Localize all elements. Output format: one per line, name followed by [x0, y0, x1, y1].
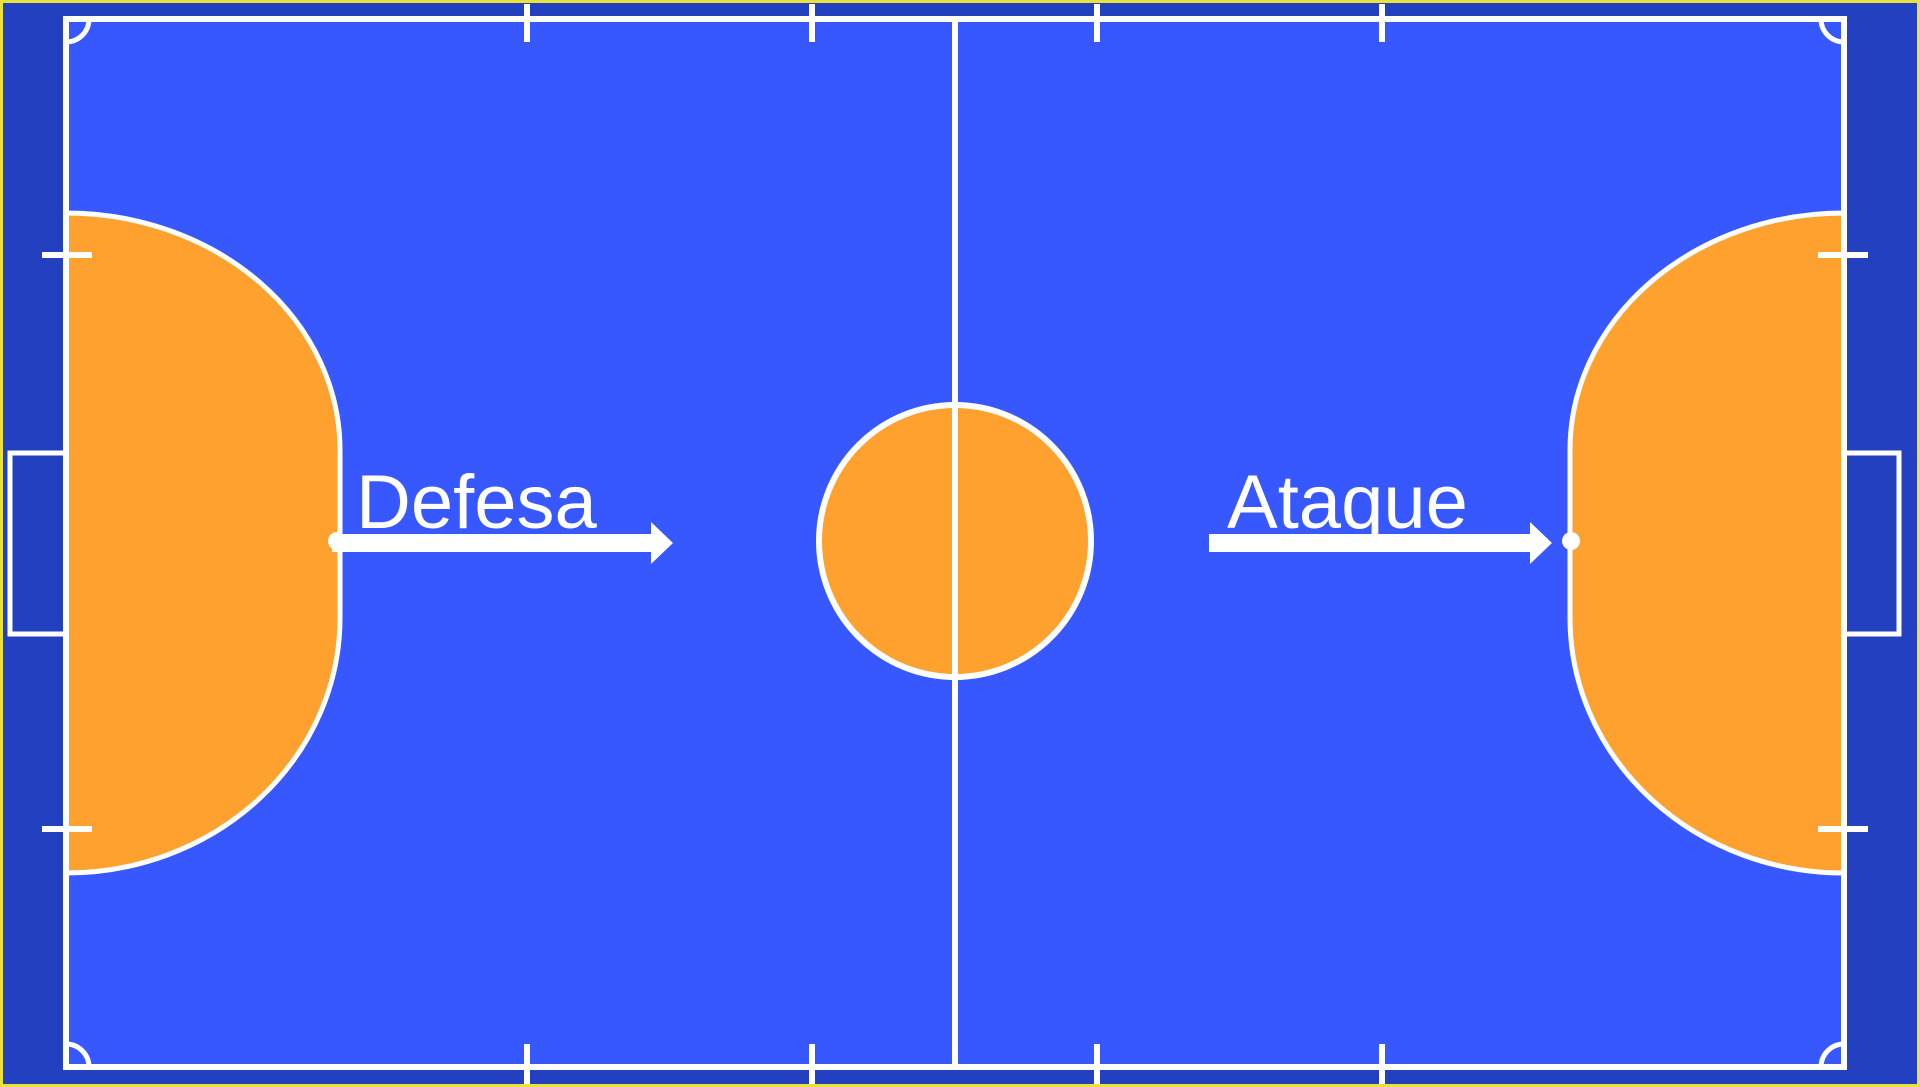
left-goal: [7, 450, 66, 637]
corner-arc-bottom-left: [65, 1041, 92, 1068]
substitution-ticks: [524, 4, 1385, 1084]
right-penalty-mark: [1562, 532, 1580, 550]
ataque-arrow: [1209, 522, 1552, 564]
defesa-label: Defesa: [356, 460, 598, 545]
right-penalty-area: [1567, 210, 1847, 876]
left-penalty-area: [63, 210, 343, 876]
corner-arc-top-left: [65, 18, 92, 45]
side-ticks: [42, 252, 1868, 832]
right-goal: [1844, 450, 1902, 637]
corner-arcs: [65, 18, 1845, 1068]
corner-arc-bottom-right: [1818, 1041, 1845, 1068]
defesa-arrow: [332, 522, 673, 564]
ataque-label: Ataque: [1227, 460, 1468, 545]
corner-arc-top-right: [1818, 18, 1845, 45]
boundary-lines: [63, 16, 1847, 1070]
